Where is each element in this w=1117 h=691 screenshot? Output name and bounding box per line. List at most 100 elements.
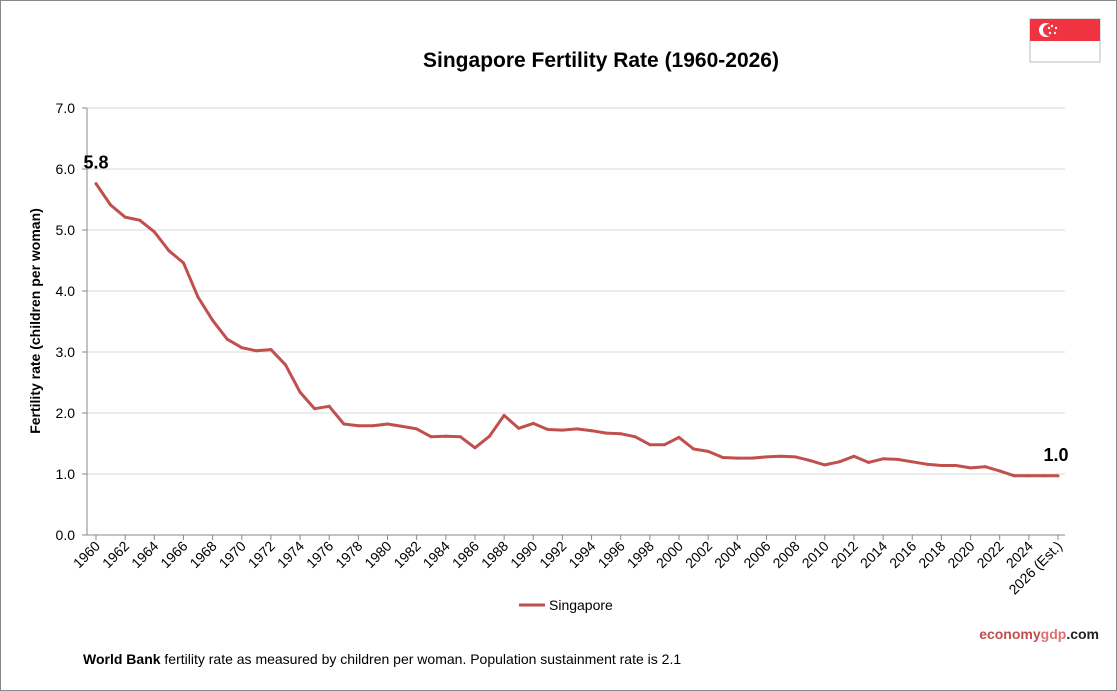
data-point [444,434,448,438]
y-tick-label: 1.0 [56,466,76,482]
data-point [823,463,827,467]
data-point [254,349,258,353]
data-point [764,455,768,459]
x-tick-label: 2008 [769,538,802,571]
data-point [852,454,856,458]
data-point [152,230,156,234]
x-tick-label: 2018 [915,538,948,571]
brand-logo[interactable]: economygdp.com [979,626,1099,642]
data-point [735,456,739,460]
data-point [386,422,390,426]
data-point [138,218,142,222]
x-tick-label: 1964 [128,538,161,571]
data-point [371,424,375,428]
data-point [706,449,710,453]
data-point [808,459,812,463]
data-point [269,348,273,352]
data-point [867,460,871,464]
x-tick-label: 2000 [653,538,686,571]
data-point [356,424,360,428]
data-point [619,432,623,436]
data-point [240,346,244,350]
footnote-text: fertility rate as measured by children p… [160,651,682,667]
data-point [400,424,404,428]
y-tick-label: 3.0 [56,344,76,360]
y-tick-label: 7.0 [56,100,76,116]
x-tick-label: 1990 [507,538,540,571]
data-point [488,434,492,438]
data-point [167,249,171,253]
data-point [677,435,681,439]
data-point [910,460,914,464]
data-point [181,261,185,265]
data-point [794,455,798,459]
y-tick-label: 0.0 [56,527,76,543]
x-tick-label: 1986 [449,538,482,571]
x-tick-label: 1974 [274,538,307,571]
y-tick-label: 5.0 [56,222,76,238]
annotation-start: 5.8 [83,153,108,173]
x-tick-label: 1996 [595,538,628,571]
data-point [983,465,987,469]
x-tick-label: 1978 [332,538,365,571]
data-point [590,429,594,433]
data-point [1012,474,1016,478]
x-tick-label: 1976 [303,538,336,571]
x-tick-label: 1968 [186,538,219,571]
x-tick-label: 1982 [390,538,423,571]
y-tick-label: 4.0 [56,283,76,299]
x-tick-label: 2002 [682,538,715,571]
legend-label: Singapore [549,597,613,613]
footnote-source: World Bank [83,651,161,667]
x-tick-label: 2004 [711,538,744,571]
data-point [750,456,754,460]
brand-part: gdp [1040,626,1067,642]
data-point [313,407,317,411]
x-tick-label: 1984 [420,538,453,571]
data-point [896,457,900,461]
data-point [1041,474,1045,478]
data-point [881,457,885,461]
x-tick-label: 1992 [536,538,569,571]
x-tick-label: 1970 [216,538,249,571]
data-point [939,463,943,467]
y-tick-label: 2.0 [56,405,76,421]
data-point [1027,474,1031,478]
data-point [502,413,506,417]
data-point [342,422,346,426]
data-point [298,390,302,394]
x-tick-label: 1988 [478,538,511,571]
data-point [969,466,973,470]
data-point [954,463,958,467]
x-tick-label: 1994 [565,538,598,571]
data-point [721,456,725,460]
data-point [604,431,608,435]
data-point [211,318,215,322]
x-tick-label: 1980 [361,538,394,571]
data-point [546,427,550,431]
data-point [123,215,127,219]
y-tick-label: 6.0 [56,161,76,177]
legend: Singapore [519,597,613,613]
series-line-singapore [94,182,1058,478]
data-point [575,427,579,431]
data-point [925,462,929,466]
data-point [283,363,287,367]
x-tick-label: 2012 [828,538,861,571]
data-point [109,203,113,207]
data-point [458,435,462,439]
data-point [837,460,841,464]
data-point [633,435,637,439]
x-tick-label: 1966 [157,538,190,571]
data-point [94,182,98,186]
data-point [692,447,696,451]
data-point [196,295,200,299]
x-tick-label: 1972 [245,538,278,571]
singapore-flag [1029,18,1101,63]
x-tick-label: 1962 [99,538,132,571]
data-point [1056,474,1060,478]
x-tick-label: 2006 [740,538,773,571]
footnote: World Bank fertility rate as measured by… [83,651,681,667]
x-tick-label: 2022 [973,538,1006,571]
